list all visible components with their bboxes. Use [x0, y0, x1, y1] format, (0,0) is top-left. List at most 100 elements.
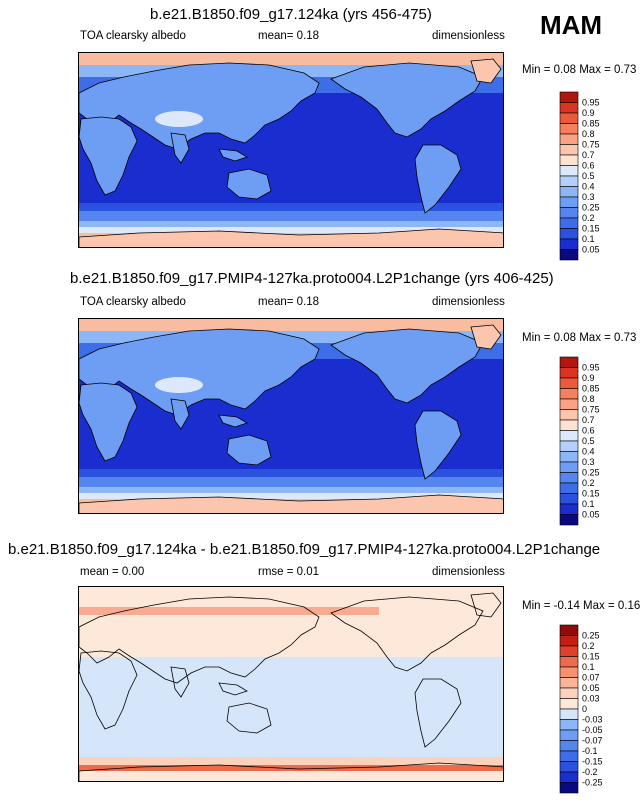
panel3-coastline-samerica — [414, 678, 462, 748]
panel2-lat-band — [79, 319, 503, 331]
panel1-colorbar-tick-label: 0.85 — [582, 119, 600, 129]
panel2-colorbar-tick-label: 0.3 — [582, 457, 595, 467]
panel3-colorbar-tick-label: -0.07 — [582, 736, 603, 746]
panel2-continent-greenland — [470, 324, 502, 350]
panel3-anomaly-streak — [79, 607, 379, 615]
panel2-continent-namerica — [330, 328, 484, 404]
panel1-continent-antarctica — [79, 228, 503, 247]
panel3-colorbar-tick-label: 0.2 — [582, 641, 595, 651]
panel2-colorbar-box — [559, 493, 579, 505]
panel2-colorbar-tick-label: 0.05 — [582, 510, 600, 520]
panel2-variable-label: TOA clearsky albedo — [80, 296, 186, 308]
panel3-coastline-australia — [226, 702, 272, 734]
panel3-lat-band — [79, 587, 503, 657]
panel2-lat-band — [79, 493, 503, 499]
panel2-colorbar-svg: 0.950.90.850.80.750.70.60.50.40.30.250.2… — [559, 356, 600, 526]
panel1-colorbar-tick-label: 0.6 — [582, 161, 595, 171]
panel3-colorbar-box — [559, 771, 579, 783]
panel3-rmse-label: rmse = 0.01 — [258, 566, 320, 578]
panel1-colorbar-box — [559, 238, 579, 250]
panel2-map-svg — [79, 319, 503, 513]
panel3-coastline-greenland — [470, 592, 502, 618]
panel2-colorbar-box — [559, 514, 579, 526]
panel2-colorbar-box — [559, 451, 579, 463]
panel3-coastline-eurasia — [79, 596, 320, 684]
panel1-colorbar-box — [559, 123, 579, 135]
panel3-lat-band — [79, 657, 503, 757]
panel1-continent-eurasia — [79, 62, 320, 150]
panel2-lat-band — [79, 469, 503, 477]
panel3-colorbar-tick-label: 0.03 — [582, 694, 600, 704]
panel1-variable-label: TOA clearsky albedo — [80, 30, 186, 42]
panel3-colorbar-tick-label: 0 — [582, 704, 587, 714]
panel3-map — [78, 586, 504, 782]
panel1-colorbar-box — [559, 249, 579, 261]
panel3-colorbar-box — [559, 645, 579, 657]
panel3-coastline-seasia — [218, 682, 248, 696]
panel1-continent-india — [170, 132, 190, 164]
panel1-colorbar-tick-label: 0.15 — [582, 224, 600, 234]
panel2-colorbar-tick-label: 0.95 — [582, 363, 600, 373]
panel2-continent-australia — [226, 434, 272, 466]
panel1-colorbar-box — [559, 165, 579, 177]
panel1-continent-greenland — [470, 58, 502, 84]
panel3-lat-band — [79, 771, 503, 781]
panel3-colorbar-box — [559, 782, 579, 794]
panel1-colorbar-tick-label: 0.8 — [582, 129, 595, 139]
panel2-desert-highlight — [155, 377, 203, 393]
panel1-colorbar-tick-label: 0.3 — [582, 192, 595, 202]
season-label: MAM — [540, 10, 603, 40]
panel2-continent-eurasia — [79, 328, 320, 416]
panel3-map-svg — [79, 587, 503, 781]
panel1-lat-band — [79, 203, 503, 211]
panel1-title: b.e21.B1850.f09_g17.124ka (yrs 456-475) — [150, 6, 432, 23]
panel2-minmax-label: Min = 0.08 Max = 0.73 — [522, 332, 637, 344]
panel2-colorbar-box — [559, 482, 579, 494]
panel1-colorbar: 0.95 0.9 0.85 0.8 0.75 0.7 0.6 0.5 0.4 0.3 0.25 0.2… — [559, 91, 600, 262]
panel3-colorbar-box — [559, 750, 579, 762]
panel3-colorbar-box — [559, 708, 579, 720]
panel2-colorbar-tick-label: 0.4 — [582, 447, 595, 457]
panel3-lat-band — [79, 765, 503, 771]
panel2-title: b.e21.B1850.f09_g17.PMIP4-127ka.proto004… — [70, 270, 554, 287]
panel2-colorbar-tick-label: 0.9 — [582, 373, 595, 383]
panel3-colorbar-box — [559, 740, 579, 752]
panel3-colorbar-svg: 0.250.20.150.10.070.050.030-0.03-0.05-0.… — [559, 624, 603, 794]
panel3-colorbar-box — [559, 624, 579, 636]
panel1-continent-samerica — [414, 144, 462, 214]
panel1-map-svg — [79, 53, 503, 247]
panel2-lat-band — [79, 487, 503, 493]
panel1-desert-highlight — [155, 111, 203, 127]
panel1-continent-australia — [226, 168, 272, 200]
panel3-colorbar-tick-label: -0.05 — [582, 725, 603, 735]
panel2-continent-samerica — [414, 410, 462, 480]
panel2-colorbar-tick-label: 0.2 — [582, 478, 595, 488]
panel3-colorbar-box — [559, 761, 579, 773]
panel2-colorbar-box — [559, 367, 579, 379]
panel2-colorbar-box — [559, 503, 579, 515]
panel1-colorbar-tick-label: 0.1 — [582, 234, 595, 244]
panel3-colorbar-box — [559, 666, 579, 678]
panel3-colorbar-box — [559, 635, 579, 647]
panel1-lat-band — [79, 53, 503, 65]
panel2-continent-india — [170, 398, 190, 430]
panel1-colorbar-tick-label: 0.7 — [582, 150, 595, 160]
panel1-colorbar-box — [559, 154, 579, 166]
panel2-colorbar-tick-label: 0.1 — [582, 499, 595, 509]
panel1-continent-namerica — [330, 62, 484, 138]
panel1-colorbar-box — [559, 196, 579, 208]
panel2-mean-label: mean= 0.18 — [258, 296, 320, 308]
panel2-colorbar-box — [559, 430, 579, 442]
panel2-colorbar-box — [559, 472, 579, 484]
panel2-colorbar-tick-label: 0.25 — [582, 468, 600, 478]
panel2-colorbar-box — [559, 356, 579, 368]
panel2-colorbar-tick-label: 0.75 — [582, 405, 600, 415]
panel2-colorbar-box — [559, 440, 579, 452]
panel1-lat-band — [79, 227, 503, 233]
panel3-colorbar-box — [559, 656, 579, 668]
panel1-colorbar-box — [559, 186, 579, 198]
panel1-colorbar-box — [559, 228, 579, 240]
panel2-colorbar-box — [559, 388, 579, 400]
panel3-colorbar-tick-label: 0.25 — [582, 631, 600, 641]
panel1-minmax-label: Min = 0.08 Max = 0.73 — [522, 64, 637, 76]
